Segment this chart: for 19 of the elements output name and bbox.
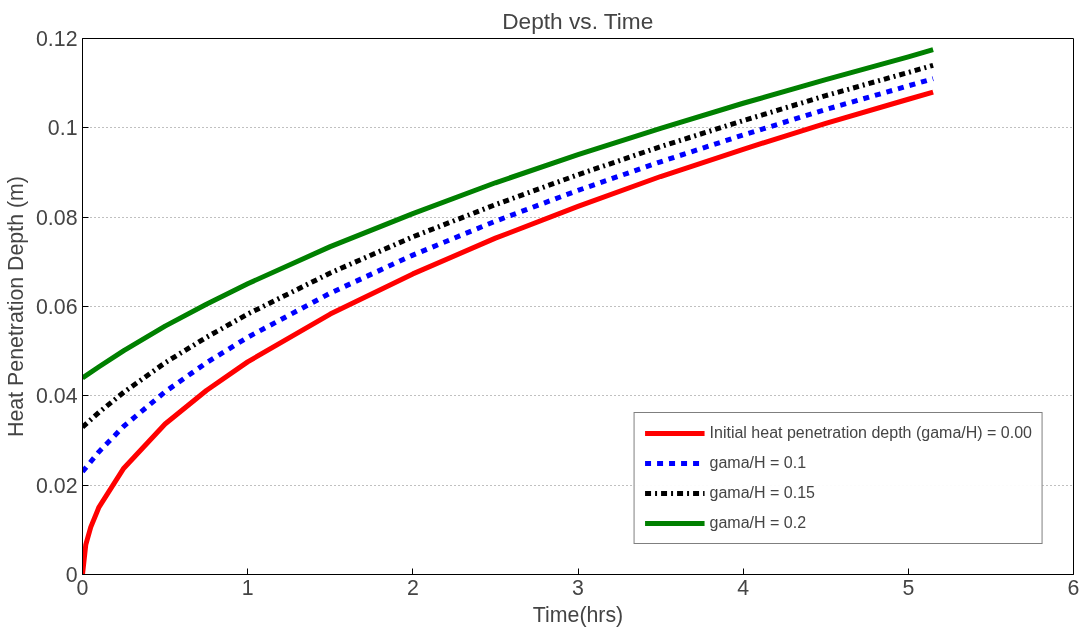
x-axis-title: Time(hrs) — [532, 602, 624, 627]
y-tick-label: 0.1 — [47, 116, 78, 141]
x-tick-label: 4 — [737, 575, 750, 600]
legend-label: gama/H = 0.2 — [709, 514, 807, 532]
x-tick-label: 3 — [572, 575, 584, 600]
legend-label: gama/H = 0.1 — [709, 454, 807, 472]
y-axis-title: Heat Penetration Depth (m) — [3, 176, 28, 437]
legend-label: gama/H = 0.15 — [709, 484, 815, 502]
chart-title: Depth vs. Time — [502, 7, 654, 34]
y-tick-label: 0.12 — [35, 27, 78, 51]
x-tick-label: 1 — [241, 575, 254, 600]
y-tick-label: 0.02 — [35, 473, 78, 498]
x-tick-label: 2 — [406, 575, 419, 600]
legend-label: Initial heat penetration depth (gama/H) = 0.00 — [709, 424, 1032, 442]
x-tick-label: 6 — [1067, 575, 1080, 600]
y-tick-label: 0.06 — [35, 295, 78, 319]
x-tick-label: 5 — [902, 575, 915, 600]
y-tick-label: 0.04 — [35, 384, 78, 409]
y-tick-label: 0.08 — [35, 205, 78, 230]
